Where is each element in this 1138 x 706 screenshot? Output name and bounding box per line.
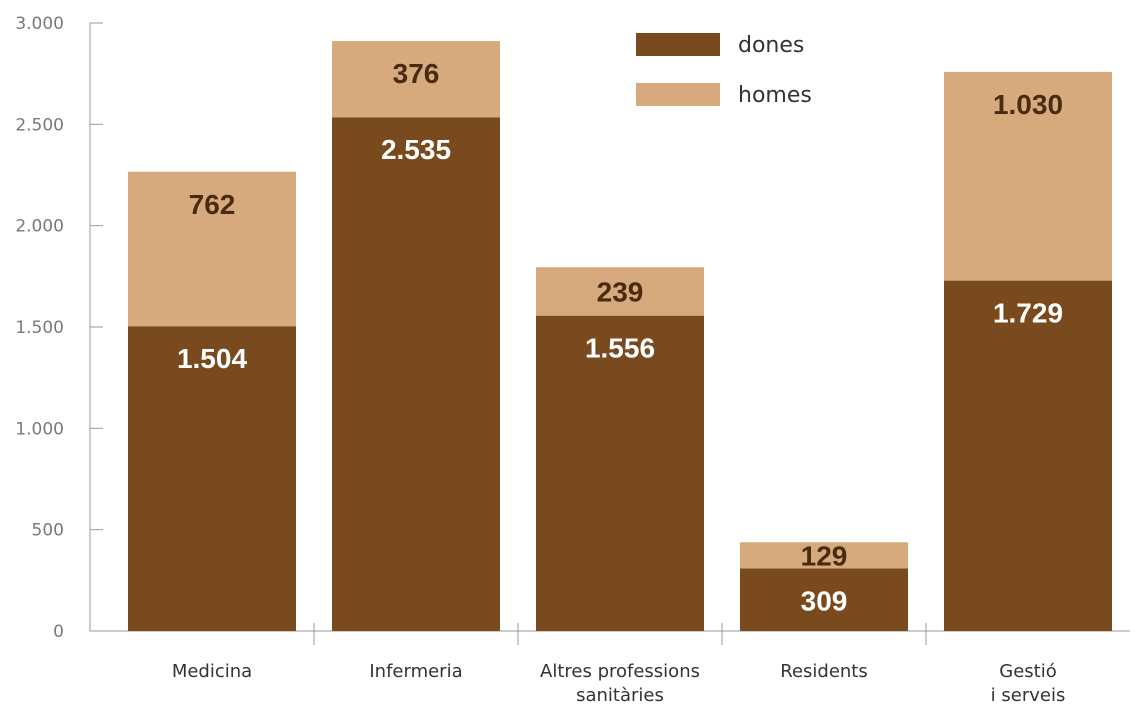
data-label-homes: 376 <box>393 58 440 89</box>
legend-swatch-dones <box>636 33 720 56</box>
bar-segment-dones <box>944 280 1112 631</box>
legend-label-dones: dones <box>738 33 804 58</box>
bar-segment-dones <box>536 315 704 631</box>
bar-segment-dones <box>332 117 500 632</box>
data-label-dones: 1.556 <box>585 333 655 364</box>
legend: dones homes <box>636 33 812 108</box>
bar-segment-homes <box>536 267 704 316</box>
y-tick-label: 2.500 <box>15 115 64 135</box>
x-axis: Medicina Infermeria Altres professions sani… <box>90 623 1130 706</box>
bar-segment-homes <box>740 542 908 569</box>
x-category-label: Gestió i serveis <box>991 661 1066 706</box>
bar-segment-dones <box>740 568 908 631</box>
legend-swatch-homes <box>636 83 720 106</box>
data-labels: 1.504 762 2.535 376 1.556 239 309 129 1.729 1.030 <box>177 58 1063 616</box>
data-label-dones: 1.729 <box>993 298 1063 329</box>
bar-segment-homes <box>332 41 500 118</box>
bars <box>128 41 1112 632</box>
x-category-label: Infermeria <box>369 661 462 682</box>
data-label-homes: 762 <box>189 189 236 220</box>
y-tick-label: 500 <box>32 521 64 541</box>
data-label-dones: 1.504 <box>177 343 247 374</box>
x-category-label: Residents <box>780 661 868 682</box>
y-tick-label: 3.000 <box>15 14 64 34</box>
data-label-dones: 309 <box>801 585 848 616</box>
x-category-label: Altres professions sanitàries <box>540 661 700 706</box>
y-tick-label: 0 <box>53 622 64 642</box>
bar-segment-homes <box>944 71 1112 281</box>
data-label-homes: 1.030 <box>993 89 1063 120</box>
data-label-dones: 2.535 <box>381 134 451 165</box>
y-tick-label: 1.000 <box>15 419 64 439</box>
bar-segment-dones <box>128 326 296 631</box>
y-axis: 0 500 1.000 1.500 2.000 2.500 3.000 <box>15 14 103 642</box>
data-label-homes: 239 <box>597 276 644 307</box>
x-category-label: Medicina <box>172 661 252 682</box>
y-tick-label: 1.500 <box>15 318 64 338</box>
bar-segment-homes <box>128 171 296 327</box>
legend-label-homes: homes <box>738 83 812 108</box>
y-tick-label: 2.000 <box>15 217 64 237</box>
data-label-homes: 129 <box>801 540 848 571</box>
